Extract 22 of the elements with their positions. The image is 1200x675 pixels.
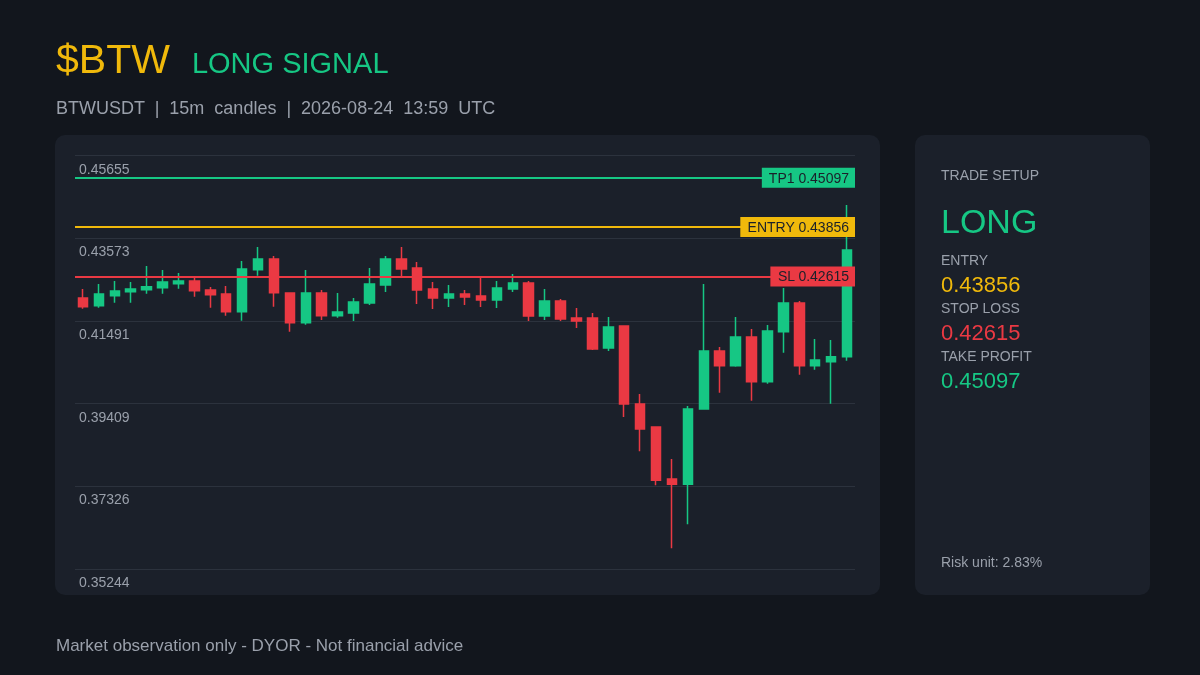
- chart-title: $BTW: [56, 36, 170, 83]
- y-tick-label: 0.45655: [79, 160, 130, 177]
- text: ENTRY: [941, 251, 989, 269]
- ref-line-label: ENTRY 0.43856: [747, 219, 850, 236]
- y-tick-label: 0.35244: [79, 574, 130, 590]
- ref-line-label: TP1 0.45097: [768, 169, 850, 186]
- y-tick-label: 0.37326: [79, 491, 130, 508]
- y-tick-label: 0.41491: [79, 326, 130, 342]
- y-tick-label: 0.43573: [79, 243, 130, 260]
- text: STOP LOSS: [941, 299, 1020, 317]
- text: 0.43856: [941, 271, 1021, 299]
- text: 0.45097: [941, 367, 1021, 395]
- text: 0.42615: [941, 319, 1021, 347]
- text: LONG: [941, 200, 1038, 242]
- text: Risk unit: 2.83%: [941, 553, 1043, 571]
- chart-subtitle: BTWUSDT | 15m candles | 2026-08-24 13:59 UTC: [56, 98, 496, 119]
- y-tick-label: 0.39409: [79, 408, 130, 425]
- text: TAKE PROFIT: [941, 347, 1032, 365]
- text: LONG SIGNAL: [191, 47, 389, 80]
- ref-line-label: SL 0.42615: [777, 268, 850, 285]
- text: TRADE SETUP: [941, 167, 1040, 184]
- text: Market observation only - DYOR - Not financial advice: [56, 636, 464, 656]
